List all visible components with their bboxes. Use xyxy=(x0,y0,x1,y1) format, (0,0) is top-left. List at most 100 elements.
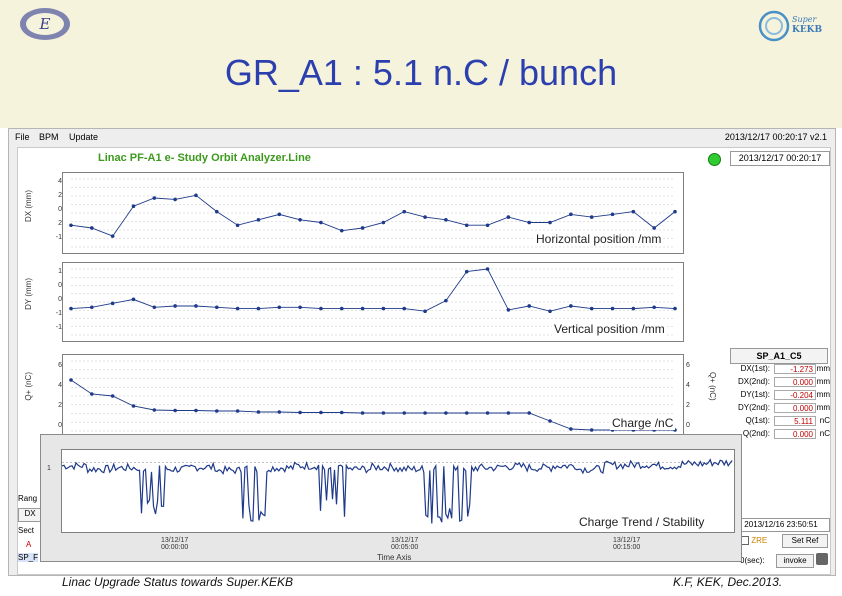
data-point xyxy=(610,306,615,311)
q-tick-right: 6 xyxy=(686,362,690,369)
section-label: Sect xyxy=(18,526,35,535)
ref-checkbox-label: ZRE xyxy=(751,536,768,545)
readout-value: -1.273 xyxy=(774,364,816,374)
app-title: Linac PF-A1 e- Study Orbit Analyzer.Line xyxy=(98,152,311,164)
dy-tick: -1 xyxy=(55,324,62,331)
data-point xyxy=(423,309,427,314)
section-item-sp[interactable]: SP_F xyxy=(18,553,39,562)
dx-plot-title: Horizontal position /mm xyxy=(534,232,664,246)
data-point xyxy=(173,304,177,308)
svg-text:E: E xyxy=(39,15,51,33)
data-point xyxy=(194,408,198,413)
menu-update[interactable]: Update xyxy=(69,132,99,142)
q-plot-title: Charge /nC xyxy=(610,416,676,430)
dx-ticks: 4 2 0 2 -1 xyxy=(44,174,62,250)
trend-xtick: 13/12/17 00:15:00 xyxy=(613,537,641,551)
readout-label: Q(1st): xyxy=(745,416,770,425)
data-point xyxy=(444,411,448,415)
dx-tick: 2 xyxy=(58,220,62,227)
readout-unit: nC xyxy=(819,416,830,425)
data-point xyxy=(90,392,94,396)
dy-ticks: 1 0 0 -1 -1 xyxy=(44,262,62,338)
dy-tick: -1 xyxy=(55,310,62,317)
footer-right-text: K.F, KEK, Dec.2013. xyxy=(673,575,783,589)
q-tick-right: 2 xyxy=(686,402,690,409)
data-point xyxy=(402,209,407,214)
data-point xyxy=(569,304,573,308)
set-ref-button[interactable]: Set Ref xyxy=(782,534,828,548)
dy-tick: 0 xyxy=(58,282,62,289)
dx-selector[interactable]: DX xyxy=(18,508,42,522)
data-point xyxy=(277,410,282,414)
q-axis-label: Q+ (nC) xyxy=(24,372,33,401)
readout-unit: nC xyxy=(819,429,830,438)
reference-date-field[interactable]: 2013/12/16 23:50:51 xyxy=(732,518,830,532)
data-point xyxy=(589,215,594,219)
data-point xyxy=(69,223,73,228)
data-point xyxy=(214,409,219,413)
data-point xyxy=(360,306,365,311)
dx-tick: 2 xyxy=(58,192,62,199)
data-point xyxy=(402,411,407,415)
q-tick: 4 xyxy=(58,382,62,389)
slide-header-band xyxy=(0,0,842,128)
data-point xyxy=(444,298,448,303)
data-point xyxy=(69,378,73,382)
readout-unit: mm xyxy=(816,364,830,373)
data-point xyxy=(381,220,386,225)
data-point xyxy=(256,218,261,222)
q-plot xyxy=(62,354,684,438)
readout-label: Q(2nd): xyxy=(742,429,770,438)
readout-value: 5.111 xyxy=(774,416,816,426)
readout-label: DY(1st): xyxy=(740,390,770,399)
data-point xyxy=(256,410,261,414)
data-point xyxy=(319,220,323,225)
superkekb-logo-icon: Super KEKB xyxy=(758,8,830,44)
bpm-readout-table: DX(1st): -1.273 mm DX(2nd): 0.000 mm DY(… xyxy=(718,364,830,448)
data-point xyxy=(464,269,469,274)
invoke-button[interactable]: invoke xyxy=(776,554,814,568)
data-point xyxy=(110,234,115,238)
data-point xyxy=(131,297,136,302)
camera-icon[interactable] xyxy=(816,553,828,565)
data-point xyxy=(610,212,615,217)
readout-value: 0.000 xyxy=(774,403,816,413)
data-point xyxy=(506,215,511,219)
data-point xyxy=(90,226,94,230)
data-point xyxy=(110,394,115,398)
data-point xyxy=(381,306,386,311)
data-point xyxy=(673,306,677,311)
data-point xyxy=(277,305,282,310)
q-ticks-right: 6 4 2 0 xyxy=(686,354,704,434)
section-item-a[interactable]: A xyxy=(26,540,32,549)
q-tick-right: 4 xyxy=(686,382,690,389)
q-tick-right: 0 xyxy=(686,422,690,429)
data-point xyxy=(256,306,261,311)
readout-value: 0.000 xyxy=(774,377,816,387)
menu-bpm[interactable]: BPM xyxy=(39,132,59,142)
charge-trend-window: 1 Charge Trend / Stability 13/12/17 00:0… xyxy=(40,434,742,562)
kek-logo-icon: E xyxy=(18,6,72,42)
data-point xyxy=(319,306,323,311)
data-point xyxy=(548,220,552,225)
readout-label: DX(2nd): xyxy=(737,377,770,386)
data-point xyxy=(194,304,198,308)
trend-xtick: 13/12/17 00:00:00 xyxy=(161,537,189,551)
data-point xyxy=(423,215,427,219)
readout-value: 0.000 xyxy=(774,429,816,439)
data-point xyxy=(589,428,594,432)
readout-unit: mm xyxy=(816,377,830,386)
series-line xyxy=(70,268,676,312)
ref-checkbox[interactable]: ZRE xyxy=(740,536,768,546)
data-point xyxy=(360,226,365,230)
menu-file[interactable]: File xyxy=(15,132,30,142)
data-point xyxy=(527,220,532,225)
readout-value: -0.204 xyxy=(774,390,816,400)
data-point xyxy=(485,267,490,271)
data-point xyxy=(339,410,344,415)
q-tick: 0 xyxy=(58,422,62,429)
data-point xyxy=(506,308,511,312)
status-led-icon xyxy=(708,153,721,166)
data-point xyxy=(235,306,240,311)
q-ticks: 6 4 2 0 xyxy=(44,354,62,434)
